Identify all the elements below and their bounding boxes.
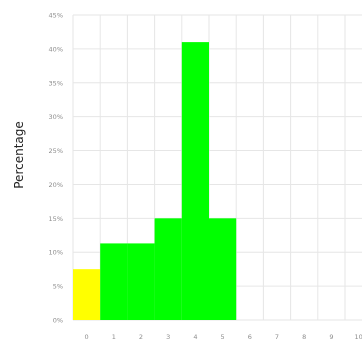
x-tick-label: 6 [248, 333, 252, 341]
y-tick-label: 15% [49, 215, 63, 223]
x-tick-label: 5 [221, 333, 225, 341]
bar-5 [209, 218, 237, 320]
y-tick-label: 25% [49, 147, 63, 155]
y-tick-label: 20% [49, 181, 63, 189]
bar-3 [154, 218, 182, 320]
x-tick-label: 10 [354, 333, 362, 341]
bar-2 [127, 243, 155, 320]
x-tick-label: 8 [302, 333, 306, 341]
y-tick-label: 35% [49, 79, 63, 87]
y-tick-label: 40% [49, 45, 63, 53]
chart-bars [73, 42, 237, 320]
y-tick-label: 5% [53, 283, 63, 291]
bar-1 [100, 243, 128, 320]
x-tick-label: 7 [275, 333, 279, 341]
x-axis-ticks: 0 1 2 3 4 5 6 7 8 9 10 [85, 333, 362, 341]
x-tick-label: 9 [329, 333, 333, 341]
x-tick-label: 3 [166, 333, 170, 341]
y-axis-title: Percentage [12, 121, 26, 189]
y-tick-label: 10% [49, 249, 63, 257]
y-tick-label: 0% [53, 317, 63, 325]
y-axis-ticks: 0% 5% 10% 15% 20% 25% 30% 35% 40% 45% [49, 12, 63, 325]
y-tick-label: 30% [49, 113, 63, 121]
x-tick-label: 0 [85, 333, 89, 341]
y-tick-label: 45% [49, 12, 63, 20]
bar-4 [181, 42, 209, 320]
x-tick-label: 1 [112, 333, 116, 341]
x-tick-label: 2 [139, 333, 143, 341]
x-tick-label: 4 [193, 333, 197, 341]
bar-0 [73, 269, 101, 320]
